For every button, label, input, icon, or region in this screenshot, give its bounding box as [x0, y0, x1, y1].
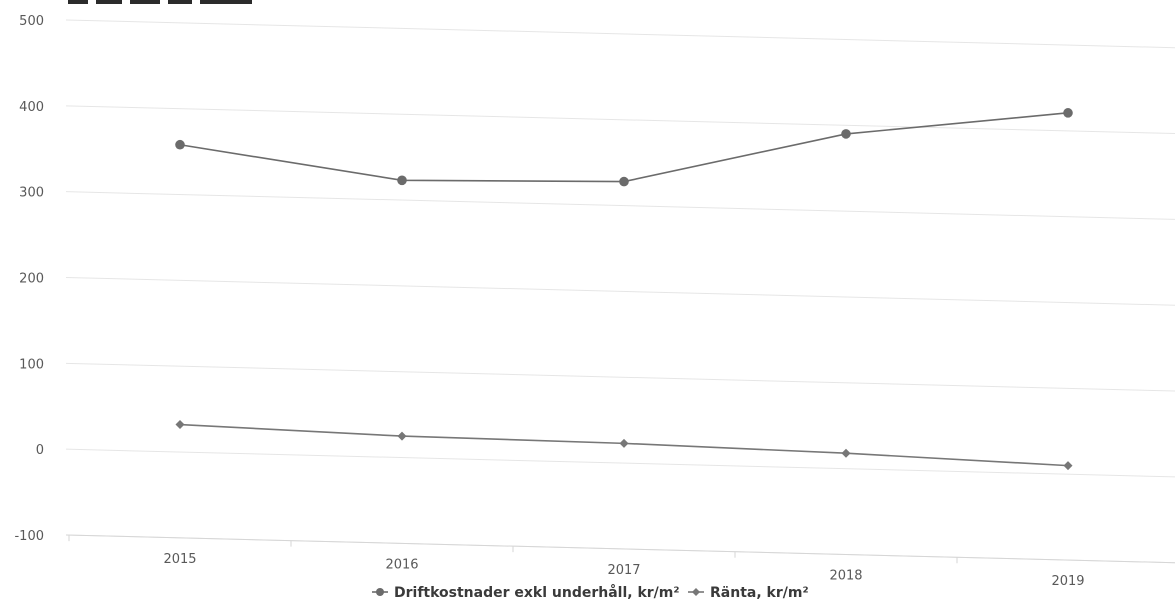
series-1 [175, 108, 1073, 187]
data-point [841, 448, 851, 458]
x-axis: 2015 2016 2017 2018 2019 [65, 534, 1175, 589]
y-tick-label: 400 [19, 100, 44, 115]
legend: Driftkostnader exkl underhåll, kr/m² Ränt… [372, 584, 809, 601]
x-tick-label: 2015 [163, 552, 196, 567]
y-axis: -100 0 100 200 300 400 500 [14, 14, 44, 544]
y-tick-label: 0 [36, 443, 44, 458]
data-point [175, 139, 185, 150]
gridline [65, 277, 1175, 306]
gridlines [65, 19, 1175, 564]
gridline [65, 105, 1175, 135]
gridline [65, 362, 1175, 392]
y-tick-label: -100 [14, 529, 44, 544]
y-tick-label: 100 [19, 357, 44, 372]
series-line [179, 112, 1069, 183]
y-tick-label: 500 [19, 14, 44, 29]
data-point [619, 438, 629, 448]
x-tick-label: 2019 [1051, 574, 1084, 589]
legend-marker [692, 588, 700, 596]
data-point [841, 129, 851, 139]
gridline [65, 448, 1175, 478]
data-point [175, 420, 185, 430]
cropped-title-fragment [68, 0, 252, 4]
series-2 [175, 420, 1073, 471]
gridline [65, 191, 1175, 220]
data-point [397, 431, 407, 441]
data-point [1063, 461, 1073, 471]
y-tick-label: 200 [19, 272, 44, 287]
gridline [65, 19, 1175, 49]
legend-marker [376, 588, 384, 596]
data-point [619, 176, 629, 187]
data-point [1063, 108, 1073, 118]
data-point [397, 175, 407, 186]
legend-item: Driftkostnader exkl underhåll, kr/m² [372, 584, 680, 601]
series-group [175, 108, 1073, 471]
x-tick-label: 2017 [607, 563, 640, 578]
y-tick-label: 300 [19, 186, 44, 201]
x-tick-label: 2016 [385, 557, 418, 572]
legend-label: Driftkostnader exkl underhåll, kr/m² [394, 584, 680, 601]
x-axis-line [65, 534, 1175, 564]
legend-label: Ränta, kr/m² [710, 585, 809, 601]
legend-item: Ränta, kr/m² [688, 585, 809, 601]
x-tick-label: 2018 [829, 569, 862, 584]
